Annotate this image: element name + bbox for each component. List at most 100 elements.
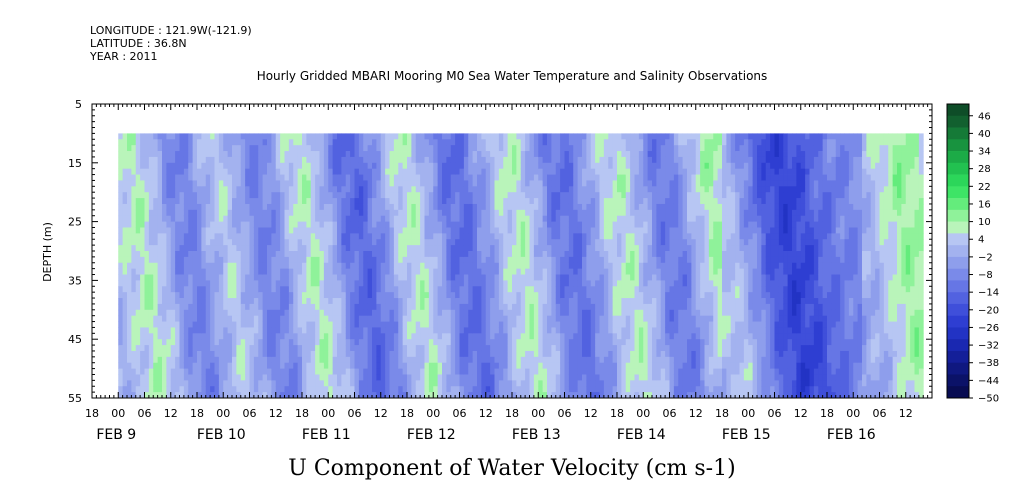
field-cell bbox=[472, 145, 478, 152]
field-cell bbox=[564, 192, 570, 199]
field-cell bbox=[328, 233, 334, 240]
field-cell bbox=[415, 168, 421, 175]
field-cell bbox=[249, 251, 255, 258]
field-cell bbox=[258, 350, 264, 358]
field-cell bbox=[468, 174, 474, 181]
field-cell bbox=[490, 374, 495, 381]
field-cell bbox=[249, 245, 255, 252]
field-cell bbox=[332, 168, 338, 175]
field-cell bbox=[376, 151, 382, 158]
field-cell bbox=[411, 145, 417, 152]
field-cell bbox=[512, 233, 517, 240]
field-cell bbox=[533, 339, 539, 346]
field-cell bbox=[262, 239, 268, 246]
field-cell bbox=[319, 280, 325, 287]
field-cell bbox=[293, 386, 299, 393]
field-cell bbox=[468, 298, 474, 305]
field-cell bbox=[529, 315, 535, 322]
field-cell bbox=[306, 274, 312, 281]
field-cell bbox=[140, 239, 145, 246]
field-cell bbox=[415, 139, 421, 146]
field-cell bbox=[446, 156, 452, 164]
field-cell bbox=[306, 139, 312, 146]
field-cell bbox=[280, 198, 285, 205]
field-cell bbox=[153, 156, 159, 164]
field-cell bbox=[437, 303, 443, 311]
field-cell bbox=[407, 139, 412, 146]
field-cell bbox=[376, 368, 382, 375]
field-cell bbox=[590, 239, 596, 246]
field-cell bbox=[507, 339, 513, 346]
field-cell bbox=[573, 203, 579, 211]
field-cell bbox=[393, 345, 399, 352]
field-cell bbox=[503, 186, 509, 193]
field-cell bbox=[393, 292, 399, 299]
field-cell bbox=[411, 374, 417, 381]
field-cell bbox=[337, 268, 342, 275]
field-cell bbox=[323, 245, 329, 252]
field-cell bbox=[590, 151, 596, 158]
field-cell bbox=[468, 321, 474, 328]
field-cell bbox=[547, 274, 552, 281]
field-cell bbox=[323, 280, 329, 287]
field-cell bbox=[332, 303, 338, 311]
field-cell bbox=[498, 274, 504, 281]
field-cell bbox=[153, 262, 159, 270]
field-cell bbox=[223, 215, 229, 222]
field-cell bbox=[319, 251, 325, 258]
field-cell bbox=[582, 215, 587, 222]
field-cell bbox=[319, 162, 325, 170]
field-cell bbox=[275, 186, 281, 193]
field-cell bbox=[284, 362, 290, 369]
field-cell bbox=[135, 186, 141, 193]
field-cell bbox=[538, 292, 544, 299]
field-cell bbox=[599, 174, 605, 181]
field-cell bbox=[214, 274, 220, 281]
field-cell bbox=[201, 156, 207, 164]
field-cell bbox=[380, 350, 386, 358]
field-cell bbox=[363, 133, 369, 140]
field-cell bbox=[568, 286, 574, 293]
field-cell bbox=[477, 245, 482, 252]
field-cell bbox=[407, 251, 412, 258]
field-cell bbox=[415, 245, 421, 252]
field-cell bbox=[280, 245, 285, 252]
field-cell bbox=[275, 292, 281, 299]
field-cell bbox=[385, 209, 390, 217]
field-cell bbox=[455, 251, 460, 258]
field-cell bbox=[192, 221, 198, 228]
field-cell bbox=[166, 286, 172, 293]
field-cell bbox=[201, 245, 207, 252]
field-cell bbox=[170, 321, 176, 328]
field-cell bbox=[214, 362, 220, 369]
field-cell bbox=[192, 227, 198, 234]
field-cell bbox=[197, 303, 202, 311]
field-cell bbox=[310, 292, 316, 299]
field-cell bbox=[542, 162, 548, 170]
field-cell bbox=[271, 174, 277, 181]
field-cell bbox=[446, 327, 452, 334]
field-cell bbox=[512, 286, 517, 293]
field-cell bbox=[477, 298, 482, 305]
field-cell bbox=[564, 239, 570, 246]
field-cell bbox=[328, 209, 334, 217]
field-cell bbox=[573, 327, 579, 334]
field-cell bbox=[323, 292, 329, 299]
field-cell bbox=[267, 303, 272, 311]
field-cell bbox=[376, 280, 382, 287]
field-cell bbox=[175, 156, 180, 164]
field-cell bbox=[280, 274, 285, 281]
field-cell bbox=[232, 256, 237, 264]
field-cell bbox=[323, 339, 329, 346]
field-cell bbox=[337, 386, 342, 393]
field-cell bbox=[210, 251, 215, 258]
field-cell bbox=[275, 321, 281, 328]
field-cell bbox=[157, 239, 163, 246]
field-cell bbox=[131, 151, 137, 158]
field-cell bbox=[280, 262, 285, 270]
field-cell bbox=[595, 186, 600, 193]
field-cell bbox=[590, 356, 596, 364]
field-cell bbox=[367, 239, 373, 246]
field-cell bbox=[127, 215, 132, 222]
field-cell bbox=[310, 198, 316, 205]
